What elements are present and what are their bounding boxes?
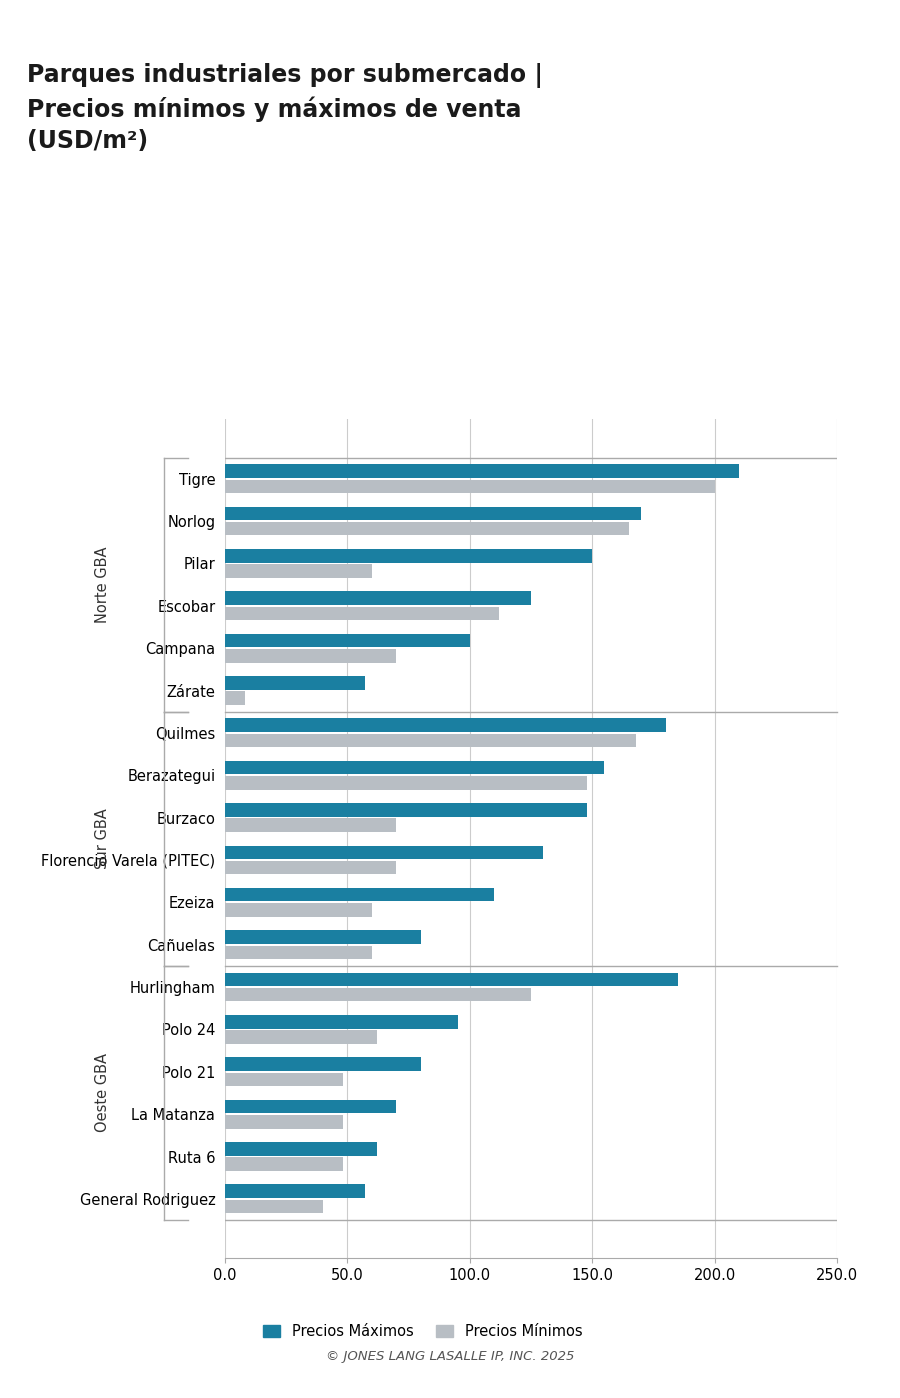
Bar [225, 1142, 377, 1156]
Bar [225, 521, 629, 535]
Bar [225, 549, 592, 562]
Bar [225, 1015, 457, 1029]
Bar [225, 677, 364, 689]
Bar [225, 1072, 343, 1086]
Text: Parques industriales por submercado |
Precios mínimos y máximos de venta
(USD/m²: Parques industriales por submercado | Pr… [27, 63, 543, 154]
Bar [225, 692, 245, 705]
Text: Sur GBA: Sur GBA [95, 808, 110, 870]
Bar [225, 734, 636, 748]
Bar [225, 1116, 343, 1128]
Bar [225, 973, 678, 986]
Text: Norte GBA: Norte GBA [95, 547, 110, 624]
Bar [225, 1030, 377, 1044]
Bar [225, 565, 372, 577]
Bar [225, 1057, 421, 1071]
Bar [225, 506, 641, 520]
Bar [225, 649, 396, 663]
Bar [225, 888, 494, 902]
Bar [225, 633, 470, 647]
Bar [225, 846, 544, 860]
Bar [225, 1184, 364, 1198]
Bar [225, 945, 372, 959]
Legend: Precios Máximos, Precios Mínimos: Precios Máximos, Precios Mínimos [263, 1324, 582, 1339]
Bar [225, 804, 588, 816]
Bar [225, 480, 715, 493]
Bar [225, 1199, 323, 1213]
Text: © JONES LANG LASALLE IP, INC. 2025: © JONES LANG LASALLE IP, INC. 2025 [326, 1350, 574, 1363]
Bar [225, 591, 531, 605]
Bar [225, 903, 372, 917]
Bar [225, 607, 500, 621]
Bar [225, 818, 396, 832]
Bar [225, 1158, 343, 1172]
Bar [225, 930, 421, 944]
Bar [225, 861, 396, 874]
Bar [225, 719, 666, 733]
Bar [225, 761, 605, 774]
Bar [225, 464, 739, 478]
Bar [225, 776, 588, 790]
Bar [225, 988, 531, 1001]
Text: Oeste GBA: Oeste GBA [95, 1054, 110, 1132]
Bar [225, 1100, 396, 1113]
